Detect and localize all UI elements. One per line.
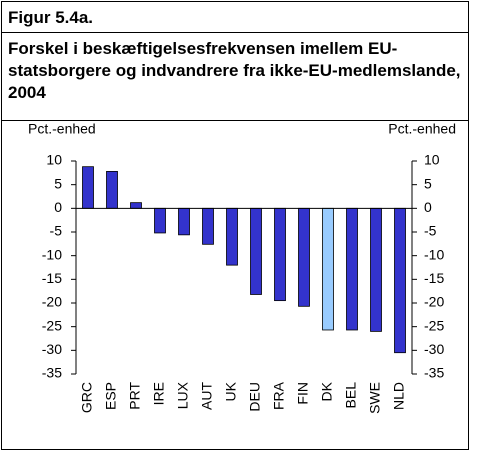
y2-tick-label: 5 bbox=[424, 175, 432, 191]
bar bbox=[394, 207, 406, 354]
bar bbox=[130, 202, 142, 209]
x-tick-label: DEU bbox=[247, 382, 263, 412]
bar bbox=[226, 207, 238, 266]
bar bbox=[250, 207, 262, 295]
y-tick-label: -30 bbox=[42, 341, 62, 357]
y2-tick-label: -25 bbox=[424, 317, 444, 333]
x-tick-label: LUX bbox=[175, 381, 191, 409]
bar bbox=[370, 207, 382, 332]
y2-tick-label: 10 bbox=[424, 152, 440, 168]
y2-tick-label: -20 bbox=[424, 294, 444, 310]
y2-tick-label: -5 bbox=[424, 223, 437, 239]
x-tick-label: FIN bbox=[295, 382, 311, 405]
x-tick-label: SWE bbox=[367, 382, 383, 414]
y2-tick-label: -30 bbox=[424, 341, 444, 357]
y2-tick-label: -15 bbox=[424, 270, 444, 286]
x-tick-label: NLD bbox=[391, 382, 407, 410]
x-tick-label: FRA bbox=[271, 381, 287, 410]
bar bbox=[274, 207, 286, 302]
bar bbox=[298, 207, 310, 307]
y2-tick-label: 0 bbox=[424, 199, 432, 215]
y-tick-label: 0 bbox=[54, 199, 62, 215]
bar bbox=[178, 207, 190, 236]
y-tick-label: -20 bbox=[42, 294, 62, 310]
y-tick-label: -15 bbox=[42, 270, 62, 286]
y-axis-label: Pct.-enhed bbox=[28, 121, 96, 137]
bar bbox=[202, 207, 214, 245]
x-tick-label: IRE bbox=[151, 382, 167, 405]
bar bbox=[82, 166, 94, 209]
bar bbox=[322, 207, 334, 331]
chart-title: Forskel i beskæftigelsesfrekvensen imell… bbox=[8, 39, 461, 102]
x-tick-label: GRC bbox=[79, 382, 95, 413]
y-tick-label: -25 bbox=[42, 317, 62, 333]
figure-label: Figur 5.4a. bbox=[2, 2, 468, 33]
y-tick-label: 10 bbox=[46, 152, 62, 168]
bar bbox=[106, 171, 118, 209]
x-tick-label: UK bbox=[223, 381, 239, 401]
divider bbox=[2, 120, 468, 121]
x-tick-label: AUT bbox=[199, 382, 215, 410]
y-tick-label: -5 bbox=[50, 223, 63, 239]
y-tick-label: -35 bbox=[42, 365, 62, 381]
y-tick-label: -10 bbox=[42, 246, 62, 262]
y-tick-label: 5 bbox=[54, 175, 62, 191]
y2-tick-label: -10 bbox=[424, 246, 444, 262]
x-tick-label: BEL bbox=[343, 382, 359, 409]
y2-axis-label: Pct.-enhed bbox=[388, 121, 456, 137]
bar bbox=[154, 207, 166, 234]
x-tick-label: DK bbox=[319, 381, 335, 401]
x-tick-label: PRT bbox=[127, 382, 143, 410]
x-tick-label: ESP bbox=[103, 382, 119, 410]
y2-tick-label: -35 bbox=[424, 365, 444, 381]
figure: Figur 5.4a. Forskel i beskæftigelsesfrek… bbox=[1, 1, 469, 450]
bar bbox=[346, 207, 358, 331]
